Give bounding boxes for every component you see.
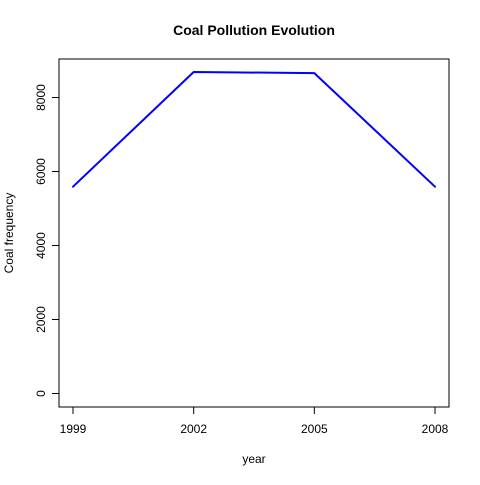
y-tick-label: 8000 xyxy=(34,84,48,111)
x-tick-label: 1999 xyxy=(60,422,87,436)
y-tick-label: 4000 xyxy=(34,232,48,259)
x-axis: 1999 2002 2005 2008 xyxy=(60,406,449,436)
x-tick-label: 2008 xyxy=(422,422,449,436)
chart-title: Coal Pollution Evolution xyxy=(173,22,335,38)
series-line xyxy=(72,71,436,188)
y-tick-label: 6000 xyxy=(34,158,48,185)
y-tick-label: 0 xyxy=(34,390,48,397)
y-tick-label: 2000 xyxy=(34,306,48,333)
x-tick-label: 2005 xyxy=(301,422,328,436)
y-axis-label: Coal frequency xyxy=(2,193,16,274)
x-axis-label: year xyxy=(242,452,265,466)
x-tick-label: 2002 xyxy=(180,422,207,436)
series-layer xyxy=(72,71,436,188)
y-axis: 0 2000 4000 6000 8000 xyxy=(34,84,60,397)
